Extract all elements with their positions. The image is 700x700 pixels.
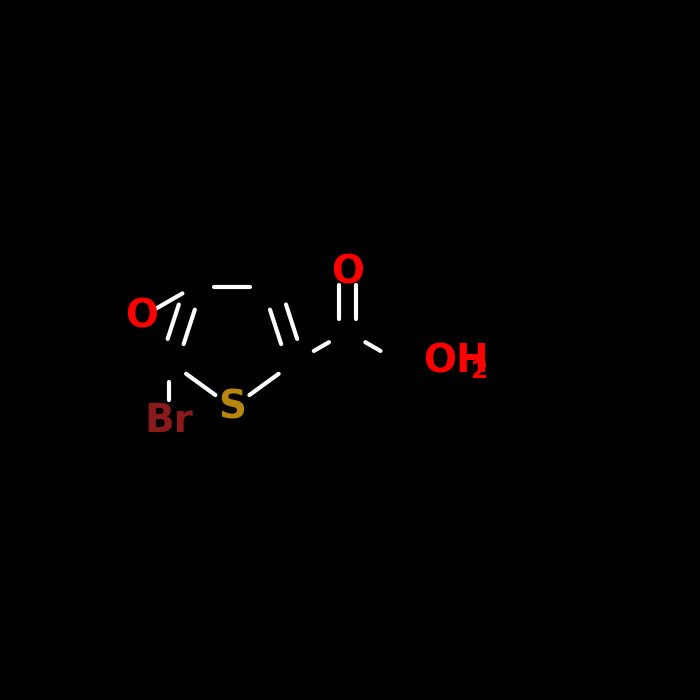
Text: 2: 2 xyxy=(471,358,488,382)
Text: O: O xyxy=(125,298,158,336)
Text: Br: Br xyxy=(145,402,193,440)
Text: O: O xyxy=(330,253,364,291)
Text: S: S xyxy=(218,389,246,426)
Text: OH: OH xyxy=(424,342,489,380)
